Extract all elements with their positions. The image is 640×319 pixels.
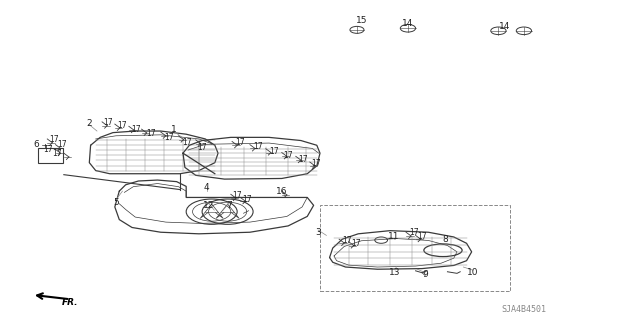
- Text: 17: 17: [409, 228, 419, 237]
- Text: 13: 13: [390, 268, 401, 277]
- Text: 17: 17: [104, 118, 113, 127]
- Bar: [38, 148, 63, 163]
- Text: 8: 8: [443, 235, 449, 244]
- Text: 14: 14: [403, 19, 413, 28]
- Text: 17: 17: [132, 125, 141, 134]
- Text: 17: 17: [52, 149, 61, 158]
- Text: 14: 14: [499, 22, 511, 31]
- Text: 7: 7: [226, 201, 232, 210]
- Text: 10: 10: [467, 268, 479, 277]
- Text: 6: 6: [33, 140, 39, 149]
- Text: 17: 17: [182, 138, 192, 147]
- Text: 2: 2: [86, 119, 92, 128]
- Text: 17: 17: [269, 147, 279, 156]
- Text: 17: 17: [118, 121, 127, 130]
- Text: 17: 17: [298, 155, 308, 164]
- Text: 16: 16: [276, 187, 287, 196]
- Bar: [320, 205, 510, 291]
- Text: 1: 1: [171, 125, 176, 134]
- Text: FR.: FR.: [62, 298, 79, 307]
- Text: 11: 11: [388, 233, 399, 241]
- Text: 17: 17: [147, 129, 156, 138]
- Text: 17: 17: [49, 135, 58, 145]
- Text: 4: 4: [204, 183, 209, 192]
- Text: 17: 17: [417, 233, 427, 241]
- Text: 17: 17: [242, 195, 252, 204]
- Text: 17: 17: [284, 151, 293, 160]
- Text: 17: 17: [232, 191, 242, 200]
- Text: 17: 17: [57, 140, 67, 150]
- Text: 17: 17: [342, 236, 351, 245]
- Text: 9: 9: [422, 271, 428, 279]
- Text: 5: 5: [113, 198, 119, 207]
- Text: 12: 12: [203, 201, 214, 210]
- Text: 17: 17: [197, 143, 207, 152]
- Text: 17: 17: [351, 239, 361, 248]
- Text: 17: 17: [235, 138, 244, 147]
- Text: SJA4B4501: SJA4B4501: [501, 305, 547, 314]
- Text: 3: 3: [316, 228, 321, 237]
- Text: 17: 17: [43, 145, 52, 154]
- Text: 17: 17: [253, 142, 262, 151]
- Text: 15: 15: [356, 16, 367, 25]
- Text: 17: 17: [164, 133, 174, 143]
- Text: 17: 17: [312, 159, 321, 168]
